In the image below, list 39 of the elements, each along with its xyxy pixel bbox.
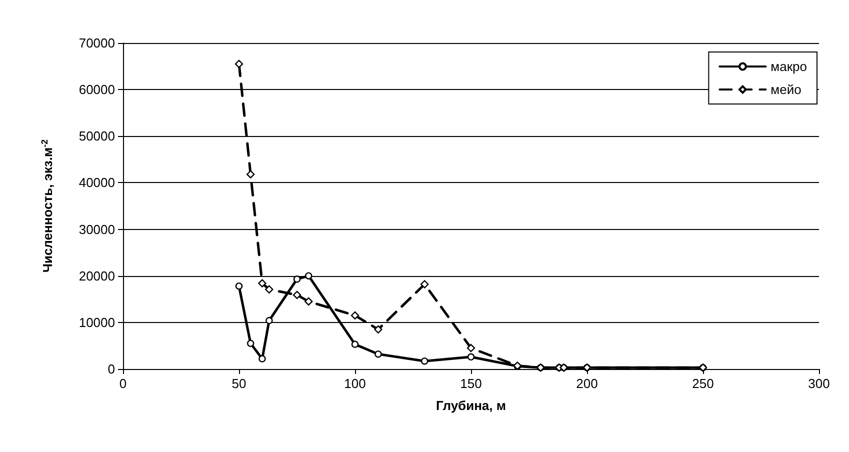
legend-label: макро [770,59,808,74]
point [304,297,313,306]
x-tick-label: 250 [692,376,714,391]
legend-label: мейо [770,82,802,97]
point [265,285,274,294]
point [420,280,429,288]
point [305,272,312,280]
y-tick-label: 50000 [78,128,115,144]
point [234,60,244,68]
x-tick-label: 300 [808,376,830,391]
point [258,279,266,288]
point [293,276,301,283]
y-tick-label: 30000 [78,222,115,237]
point [466,344,476,352]
point [247,340,254,347]
point [266,316,273,324]
x-tick-label: 0 [119,376,127,391]
x-axis-title: Глубина, м [436,398,506,413]
point [350,311,360,320]
point [235,282,243,290]
x-tick-label: 200 [576,376,598,391]
x-tick-label: 150 [460,376,482,391]
point [258,355,266,362]
point [374,325,382,334]
y-tick-label: 10000 [78,314,115,330]
y-tick-label: 70000 [78,36,115,50]
point [467,353,475,360]
point [351,340,359,348]
y-axis-title: Численность, экз.м-2 [40,139,55,273]
x-tick-label: 50 [232,376,246,391]
point [292,290,302,300]
y-tick-label: 0 [108,362,115,376]
y-tick-label: 40000 [78,175,115,190]
x-tick-label: 100 [344,376,366,391]
point [374,350,382,358]
y-tick-label: 20000 [78,268,115,284]
point [246,170,255,178]
y-tick-label: 60000 [78,82,115,98]
point [421,357,428,365]
